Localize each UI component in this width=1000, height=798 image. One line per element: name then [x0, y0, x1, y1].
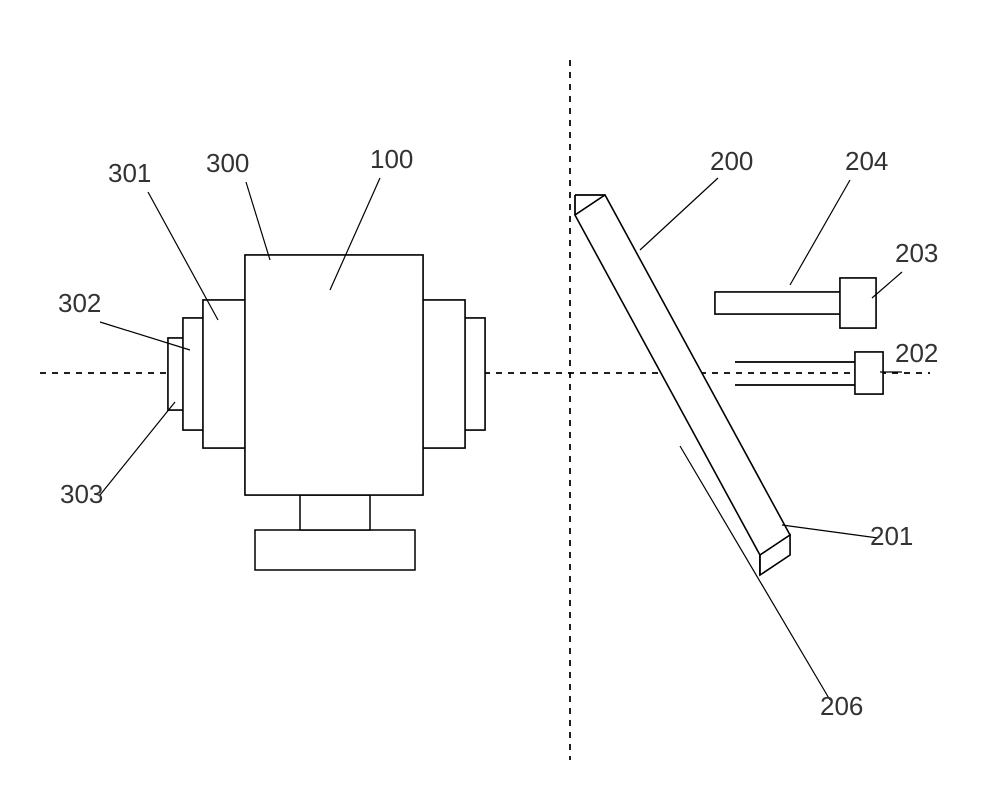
leader-303	[100, 402, 175, 495]
leader-300	[246, 182, 270, 260]
slab-bottom-face	[575, 215, 760, 575]
leader-301	[148, 192, 218, 320]
label-200: 200	[710, 146, 753, 176]
leader-201	[782, 525, 878, 538]
label-202: 202	[895, 338, 938, 368]
label-302: 302	[58, 288, 101, 318]
leader-200	[640, 178, 718, 250]
engineering-diagram: 301 300 100 302 303 200 204 203 202 201 …	[0, 0, 1000, 798]
label-100: 100	[370, 144, 413, 174]
base-block	[255, 530, 415, 570]
labels: 301 300 100 302 303 200 204 203 202 201 …	[58, 144, 938, 721]
label-203: 203	[895, 238, 938, 268]
label-206: 206	[820, 691, 863, 721]
label-301: 301	[108, 158, 151, 188]
label-204: 204	[845, 146, 888, 176]
redraw-solids	[168, 195, 883, 575]
label-303: 303	[60, 479, 103, 509]
label-201: 201	[870, 521, 913, 551]
leader-204	[790, 180, 850, 285]
slab-lower-diag	[575, 215, 760, 575]
leader-302	[100, 322, 190, 350]
label-300: 300	[206, 148, 249, 178]
base-connector	[300, 495, 370, 530]
